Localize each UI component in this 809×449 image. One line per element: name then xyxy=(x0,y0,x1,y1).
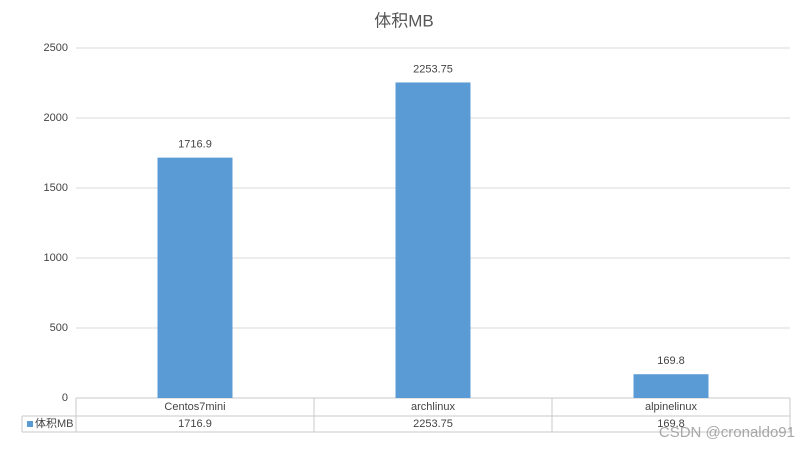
x-tick-label: alpinelinux xyxy=(645,401,697,413)
legend-label: 体积MB xyxy=(35,416,74,430)
x-tick-label: archlinux xyxy=(411,401,456,413)
data-label: 2253.75 xyxy=(413,63,453,75)
y-tick-label: 2500 xyxy=(44,42,68,54)
y-tick-label: 1500 xyxy=(44,182,68,194)
y-tick-label: 1000 xyxy=(44,252,68,264)
y-tick-label: 2000 xyxy=(44,112,68,124)
table-value: 2253.75 xyxy=(413,418,453,430)
chart-title: 体积MB xyxy=(374,11,434,30)
legend-key xyxy=(27,421,33,427)
bar xyxy=(633,374,709,398)
x-tick-label: Centos7mini xyxy=(164,401,225,413)
data-label: 169.8 xyxy=(657,355,685,367)
watermark: CSDN @cronaldo91 xyxy=(659,424,795,441)
y-tick-label: 0 xyxy=(62,392,68,404)
data-label: 1716.9 xyxy=(178,139,212,151)
y-tick-label: 500 xyxy=(50,322,68,334)
bar xyxy=(395,82,471,398)
table-value: 169.8 xyxy=(657,418,685,430)
bar xyxy=(157,157,233,398)
table-value: 1716.9 xyxy=(178,418,212,430)
